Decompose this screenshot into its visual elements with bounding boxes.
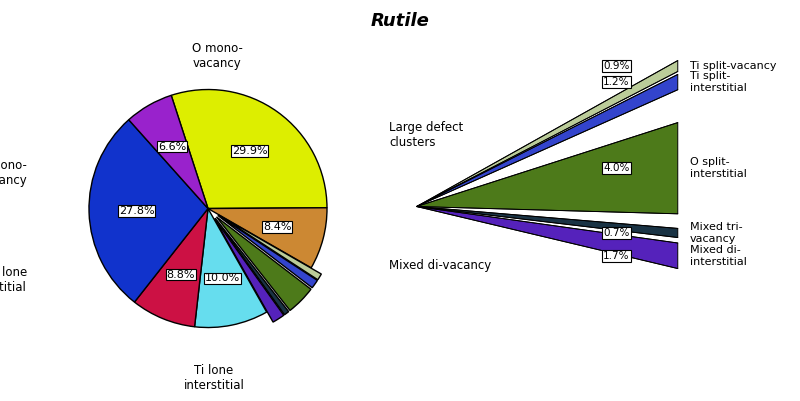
Wedge shape bbox=[171, 89, 327, 209]
Wedge shape bbox=[217, 217, 311, 310]
Text: 8.8%: 8.8% bbox=[166, 269, 195, 279]
Polygon shape bbox=[417, 207, 678, 269]
Text: 6.6%: 6.6% bbox=[158, 142, 186, 152]
Text: Ti mono-
vacancy: Ti mono- vacancy bbox=[0, 159, 27, 187]
Wedge shape bbox=[218, 215, 322, 280]
Polygon shape bbox=[417, 123, 678, 214]
Text: 8.4%: 8.4% bbox=[262, 222, 291, 232]
Wedge shape bbox=[129, 95, 208, 209]
Wedge shape bbox=[214, 219, 284, 322]
Wedge shape bbox=[89, 120, 208, 302]
Text: Ti lone
interstitial: Ti lone interstitial bbox=[183, 364, 244, 391]
Polygon shape bbox=[417, 75, 678, 207]
Text: 1.2%: 1.2% bbox=[603, 77, 630, 87]
Text: 27.8%: 27.8% bbox=[119, 206, 154, 216]
Wedge shape bbox=[134, 209, 208, 327]
Text: 0.9%: 0.9% bbox=[603, 61, 630, 71]
Wedge shape bbox=[194, 209, 266, 328]
Wedge shape bbox=[218, 215, 318, 288]
Text: Mixed tri-
vacancy: Mixed tri- vacancy bbox=[690, 222, 742, 244]
Text: Mixed di-
interstitial: Mixed di- interstitial bbox=[690, 245, 747, 267]
Wedge shape bbox=[208, 208, 327, 268]
Polygon shape bbox=[417, 61, 678, 207]
Text: 29.9%: 29.9% bbox=[232, 146, 268, 156]
Text: Rutile: Rutile bbox=[370, 12, 430, 30]
Wedge shape bbox=[215, 218, 289, 315]
Text: Ti split-vacancy: Ti split-vacancy bbox=[690, 61, 777, 71]
Text: 4.0%: 4.0% bbox=[603, 163, 630, 173]
Text: Mixed di-vacancy: Mixed di-vacancy bbox=[389, 259, 491, 272]
Text: 1.7%: 1.7% bbox=[603, 251, 630, 261]
Text: Large defect
clusters: Large defect clusters bbox=[389, 121, 463, 149]
Text: 0.7%: 0.7% bbox=[603, 228, 630, 238]
Text: 10.0%: 10.0% bbox=[205, 273, 240, 284]
Text: O lone
interstitial: O lone interstitial bbox=[0, 266, 27, 294]
Polygon shape bbox=[417, 207, 678, 237]
Text: O mono-
vacancy: O mono- vacancy bbox=[192, 42, 243, 70]
Text: O split-
interstitial: O split- interstitial bbox=[690, 158, 747, 179]
Text: Ti split-
interstitial: Ti split- interstitial bbox=[690, 71, 747, 93]
